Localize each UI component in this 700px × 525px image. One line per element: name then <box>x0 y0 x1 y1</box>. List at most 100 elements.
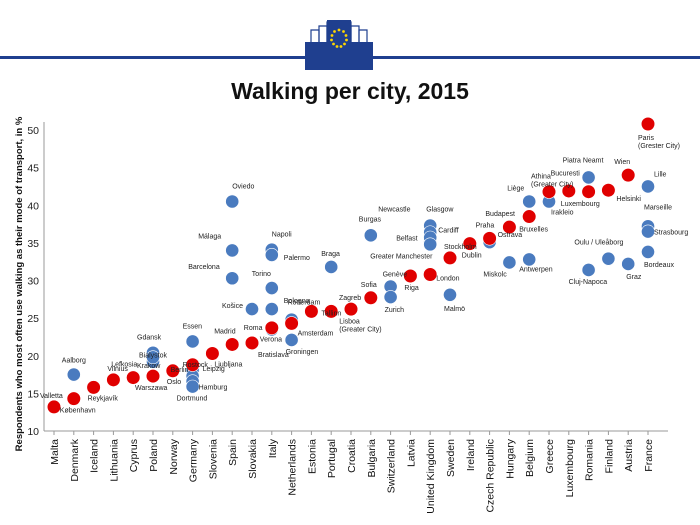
data-point <box>522 194 537 209</box>
data-point <box>264 302 279 316</box>
data-point <box>46 399 62 415</box>
x-tick-label: Finland <box>603 439 615 474</box>
data-point <box>126 370 141 385</box>
data-point <box>502 255 517 270</box>
city-label: Marseille <box>644 204 672 211</box>
city-label: Bruxelles <box>519 227 548 234</box>
y-axis-title: Respondents who most often use walking a… <box>14 116 25 451</box>
data-point <box>383 290 398 304</box>
city-label: København <box>60 408 96 415</box>
x-tick-label: Netherlands <box>287 439 299 496</box>
x-tick-label: Austria <box>623 439 635 472</box>
data-point <box>640 116 656 132</box>
data-point <box>601 183 616 198</box>
data-point <box>621 257 636 271</box>
city-label: Roma <box>244 325 263 332</box>
y-tick-label: 45 <box>27 163 39 175</box>
city-label: Amsterdam <box>298 330 334 337</box>
data-point <box>324 304 339 319</box>
city-label: Irakleio <box>551 209 574 216</box>
city-label: Glasgow <box>426 207 454 214</box>
city-label: Greater Manchester <box>370 253 433 260</box>
city-label: Malmö <box>444 306 465 313</box>
x-tick-label: Bulgaria <box>366 439 378 478</box>
data-point <box>443 287 457 302</box>
y-tick-label: 20 <box>27 351 39 363</box>
city-label: Oviedo <box>232 183 254 190</box>
city-label: Košice <box>222 303 243 310</box>
city-label: Tallinn <box>321 310 341 317</box>
city-label: Bialystok <box>139 352 168 359</box>
city-label: Burgas <box>359 216 382 223</box>
data-point <box>66 367 81 382</box>
y-tick-label: 10 <box>27 426 39 438</box>
city-label: Berlin <box>171 367 189 374</box>
city-label: Warszawa <box>135 385 168 392</box>
city-label: Verona <box>260 336 282 343</box>
data-point <box>245 302 259 316</box>
city-label: Graz <box>626 274 642 281</box>
city-label: Antwerpen <box>519 266 553 273</box>
city-label: London <box>436 275 459 282</box>
data-point <box>522 252 537 267</box>
data-point <box>641 245 655 259</box>
city-label: Gdansk <box>137 335 162 342</box>
city-label: Strasbourg <box>654 230 688 237</box>
data-point <box>264 281 279 295</box>
x-tick-label: Belgium <box>524 439 536 477</box>
data-point <box>185 357 200 372</box>
y-tick-label: 50 <box>27 125 39 137</box>
data-point <box>185 379 200 394</box>
city-label: Bologna <box>284 298 310 305</box>
data-points <box>46 116 656 415</box>
y-tick-label: 25 <box>27 313 39 325</box>
city-label: Barcelona <box>188 264 220 271</box>
data-point <box>225 243 240 258</box>
x-tick-label: Lithuania <box>108 439 120 482</box>
x-tick-label: Ireland <box>465 439 477 471</box>
city-label: Palermo <box>284 255 310 262</box>
city-label: Madrid <box>214 328 236 335</box>
city-label: Helsinki <box>616 196 641 203</box>
city-label: Hamburg <box>199 384 228 391</box>
city-label: Budapest <box>485 211 515 218</box>
city-label: Aalborg <box>62 358 86 365</box>
city-label: Dublin <box>462 253 482 260</box>
city-label: Napoli <box>272 232 292 239</box>
city-label: Miskolc <box>483 271 507 278</box>
x-tick-label: Poland <box>148 439 160 472</box>
city-label: Dortmund <box>177 396 208 403</box>
x-tick-label: Cyprus <box>128 439 140 472</box>
chart-title: Walking per city, 2015 <box>231 78 469 104</box>
data-point <box>225 194 240 209</box>
european-commission-logo <box>305 20 373 70</box>
city-label: Sofia <box>361 282 377 289</box>
data-point <box>403 268 418 284</box>
data-point <box>641 179 655 194</box>
city-label: Braga <box>321 251 340 258</box>
data-point <box>145 368 161 384</box>
x-tick-label: Luxembourg <box>564 439 576 498</box>
y-tick-label: 40 <box>27 200 39 212</box>
x-tick-label: Switzerland <box>386 439 398 493</box>
y-tick-label: 30 <box>27 276 39 288</box>
data-point <box>423 267 438 282</box>
x-tick-label: Norway <box>168 438 180 474</box>
city-label: Torino <box>252 271 271 278</box>
city-label: Vilnius <box>107 366 128 373</box>
city-label: Riga <box>404 285 419 292</box>
data-point <box>225 337 240 352</box>
city-label: Newcastle <box>378 206 410 213</box>
city-label: Oslo <box>167 379 182 386</box>
x-tick-label: Italy <box>267 438 279 458</box>
data-point <box>442 250 458 266</box>
city-label: Zurich <box>385 307 405 314</box>
x-tick-label: Iceland <box>89 439 101 473</box>
data-point <box>522 209 537 224</box>
data-point <box>502 219 517 235</box>
city-label: Bratislava <box>258 352 289 359</box>
x-tick-label: Malta <box>49 439 61 465</box>
x-tick-label: Romania <box>584 439 596 481</box>
x-tick-label: Latvia <box>405 439 417 467</box>
